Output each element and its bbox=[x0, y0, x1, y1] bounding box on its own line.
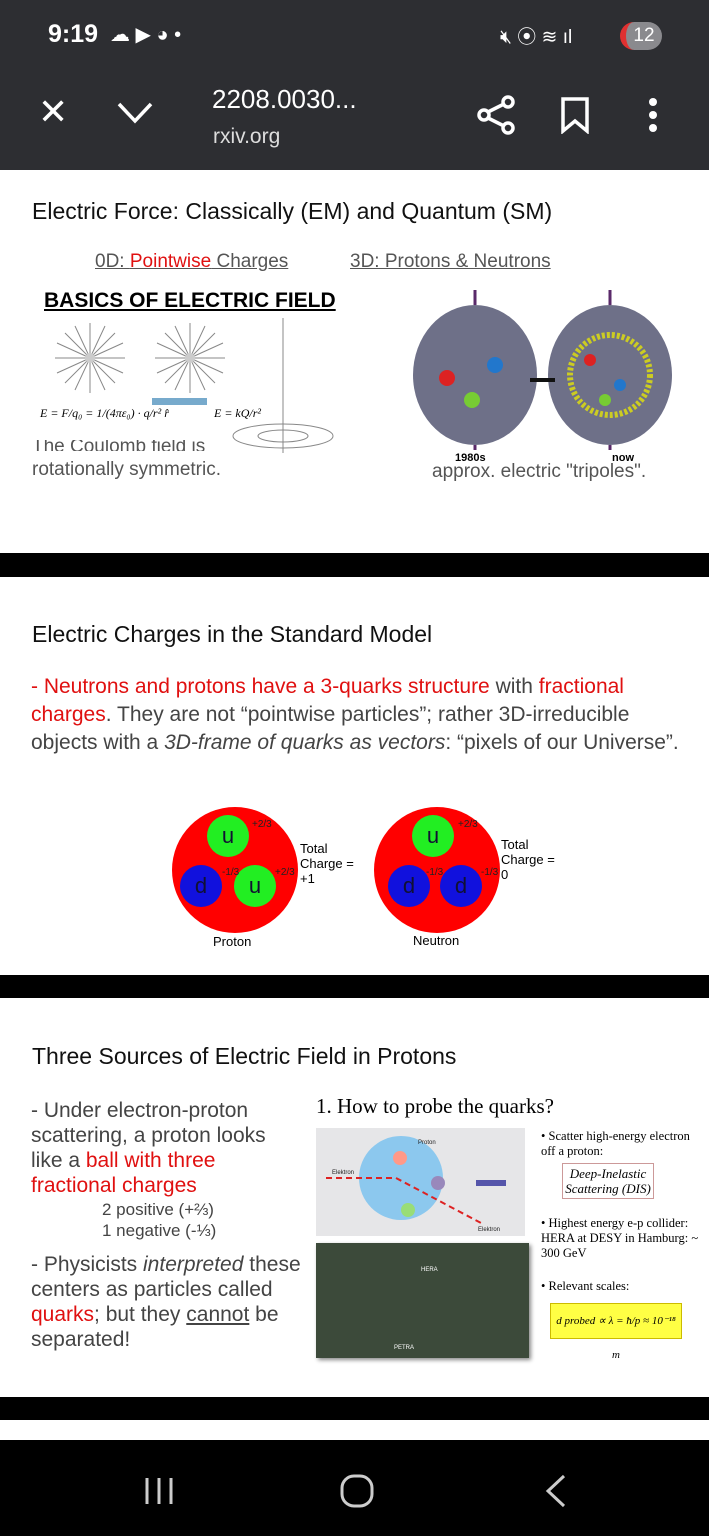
charge: -1/3 bbox=[481, 867, 499, 878]
more-options-icon[interactable] bbox=[645, 96, 661, 136]
quark-d: d bbox=[440, 865, 482, 907]
neutron-diagram: u d d +2/3 -1/3 -1/3 bbox=[374, 807, 500, 933]
chevron-down-icon[interactable] bbox=[116, 100, 154, 126]
link-suffix: Charges bbox=[211, 251, 289, 272]
proton-diagram: u d u +2/3 -1/3 +2/3 bbox=[172, 807, 298, 933]
link-red: Pointwise bbox=[129, 251, 212, 272]
battery-indicator: 12 bbox=[620, 22, 662, 50]
link-prefix: 0D: bbox=[95, 251, 130, 272]
link-pointwise-charges[interactable]: 0D: Pointwise Charges bbox=[95, 251, 288, 273]
page-domain: rxiv.org bbox=[213, 125, 281, 148]
charge: -1/3 bbox=[222, 867, 240, 878]
link-protons-neutrons[interactable]: 3D: Protons & Neutrons bbox=[350, 251, 551, 272]
slide-title: Electric Force: Classically (EM) and Qua… bbox=[32, 198, 553, 224]
neutron-label: Neutron bbox=[413, 933, 460, 948]
left-text-2: - Physicists interpreted these centers a… bbox=[31, 1252, 303, 1352]
t: Elektron bbox=[478, 1227, 501, 1233]
quark-u: u bbox=[207, 815, 249, 857]
slide-three-sources: Three Sources of Electric Field in Proto… bbox=[0, 998, 709, 1397]
dis-box: Deep-Inelastic Scattering (DIS) bbox=[562, 1163, 654, 1199]
share-icon[interactable] bbox=[476, 94, 516, 136]
charge: -1/3 bbox=[426, 867, 444, 878]
slide-standard-model: Electric Charges in the Standard Model -… bbox=[0, 577, 709, 975]
proton-total: Total Charge = +1 bbox=[300, 841, 354, 886]
t: ball with three fractional charges bbox=[31, 1149, 216, 1197]
back-icon[interactable] bbox=[544, 1474, 568, 1508]
t: Neutrons and protons have a 3-quarks str… bbox=[43, 675, 490, 698]
coulomb-formula: E = F/q₀ = 1/(4πε₀) · q/r² r̂ bbox=[40, 406, 169, 420]
hera-aerial-photo: HERA PETRA bbox=[316, 1243, 529, 1358]
next-slide-edge bbox=[0, 1420, 709, 1440]
recent-apps-icon[interactable] bbox=[143, 1476, 175, 1506]
image-heading: BASICS OF ELECTRIC FIELD bbox=[44, 289, 336, 312]
bullet-1: • Scatter high-energy electron off a pro… bbox=[541, 1129, 690, 1158]
quark-d: d bbox=[180, 865, 222, 907]
quark-u: u bbox=[412, 815, 454, 857]
proton-spin-diagram bbox=[413, 290, 672, 450]
notification-icons: ☁ ▶ ◕ • bbox=[110, 24, 182, 46]
t: 3D-frame of quarks as vectors bbox=[164, 731, 446, 754]
t: ; but they bbox=[94, 1303, 187, 1326]
slide-electric-force: Electric Force: Classically (EM) and Qua… bbox=[0, 170, 709, 553]
t: fractional charges bbox=[31, 675, 624, 726]
t: interpreted bbox=[143, 1253, 244, 1276]
field-formula: E = kQ/r² bbox=[212, 406, 264, 421]
t: Relevant scales: bbox=[548, 1279, 630, 1293]
t: - Under electron-proton scattering, a pr… bbox=[31, 1099, 266, 1172]
charge: +2/3 bbox=[458, 819, 478, 830]
t: HERA bbox=[421, 1267, 438, 1273]
t: Highest energy e-p collider: HERA at DES… bbox=[541, 1216, 699, 1260]
bullet-3: • Relevant scales: bbox=[541, 1279, 630, 1293]
t: cannot bbox=[186, 1303, 250, 1326]
slide-paragraph: - Neutrons and protons have a 3-quarks s… bbox=[31, 673, 681, 757]
t: with bbox=[489, 675, 539, 698]
t: - Physicists bbox=[31, 1253, 144, 1276]
t: - bbox=[31, 675, 44, 698]
quark-u: u bbox=[234, 865, 276, 907]
slide-title: Electric Charges in the Standard Model bbox=[32, 621, 433, 647]
status-time: 9:19 bbox=[48, 20, 99, 48]
charge: +2/3 bbox=[252, 819, 272, 830]
scale-formula: d probed ∝ λ = ħ/p ≈ 10⁻¹⁸ m bbox=[550, 1303, 682, 1361]
charge: +2/3 bbox=[275, 867, 295, 878]
browser-header: 9:19 ☁ ▶ ◕ • 🔇︎ ⦿ ≋ ıl 12 ✕ 2208.0030...… bbox=[0, 0, 709, 170]
proton-label: Proton bbox=[213, 934, 252, 949]
probe-heading: 1. How to probe the quarks? bbox=[316, 1094, 554, 1118]
t: 2 positive (+⅔) bbox=[102, 1200, 214, 1219]
charges-list: 2 positive (+⅔) 1 negative (-⅓) bbox=[102, 1199, 216, 1241]
t: be separated! bbox=[31, 1303, 279, 1351]
quark-d: d bbox=[388, 865, 430, 907]
label-now: now bbox=[612, 452, 634, 464]
caption-cut: The Coulomb field is bbox=[32, 440, 206, 451]
t: these centers as particles called bbox=[31, 1253, 301, 1301]
page-title[interactable]: 2208.0030... bbox=[212, 84, 357, 114]
t: Elektron bbox=[332, 1170, 355, 1176]
caption-right: approx. electric "tripoles". bbox=[432, 461, 647, 482]
close-icon[interactable]: ✕ bbox=[38, 91, 69, 132]
t: PETRA bbox=[394, 1345, 415, 1351]
t: quarks bbox=[31, 1303, 95, 1326]
system-icons: 🔇︎ ⦿ ≋ ıl bbox=[500, 27, 573, 48]
t: Scatter high-energy electron off a proto… bbox=[541, 1129, 690, 1158]
label-1980s: 1980s bbox=[455, 452, 486, 464]
caption-left: rotationally symmetric. bbox=[32, 459, 221, 480]
t: Proton bbox=[418, 1140, 436, 1146]
t: 1 negative (-⅓) bbox=[102, 1221, 217, 1240]
slide-title: Three Sources of Electric Field in Proto… bbox=[32, 1043, 457, 1069]
bullet-2: • Highest energy e-p collider: HERA at D… bbox=[541, 1216, 699, 1260]
home-icon[interactable] bbox=[340, 1474, 374, 1508]
t: : “pixels of our Universe”. bbox=[445, 731, 679, 754]
navigation-bar bbox=[0, 1440, 709, 1536]
dis-diagram: Proton Elektron Elektron bbox=[316, 1128, 525, 1236]
bookmark-icon[interactable] bbox=[560, 96, 590, 134]
left-text-1: - Under electron-proton scattering, a pr… bbox=[31, 1098, 291, 1198]
field-lines-diagram bbox=[55, 318, 334, 453]
t: . They are not “pointwise particles”; ra… bbox=[31, 703, 630, 754]
neutron-total: Total Charge = 0 bbox=[501, 837, 555, 882]
